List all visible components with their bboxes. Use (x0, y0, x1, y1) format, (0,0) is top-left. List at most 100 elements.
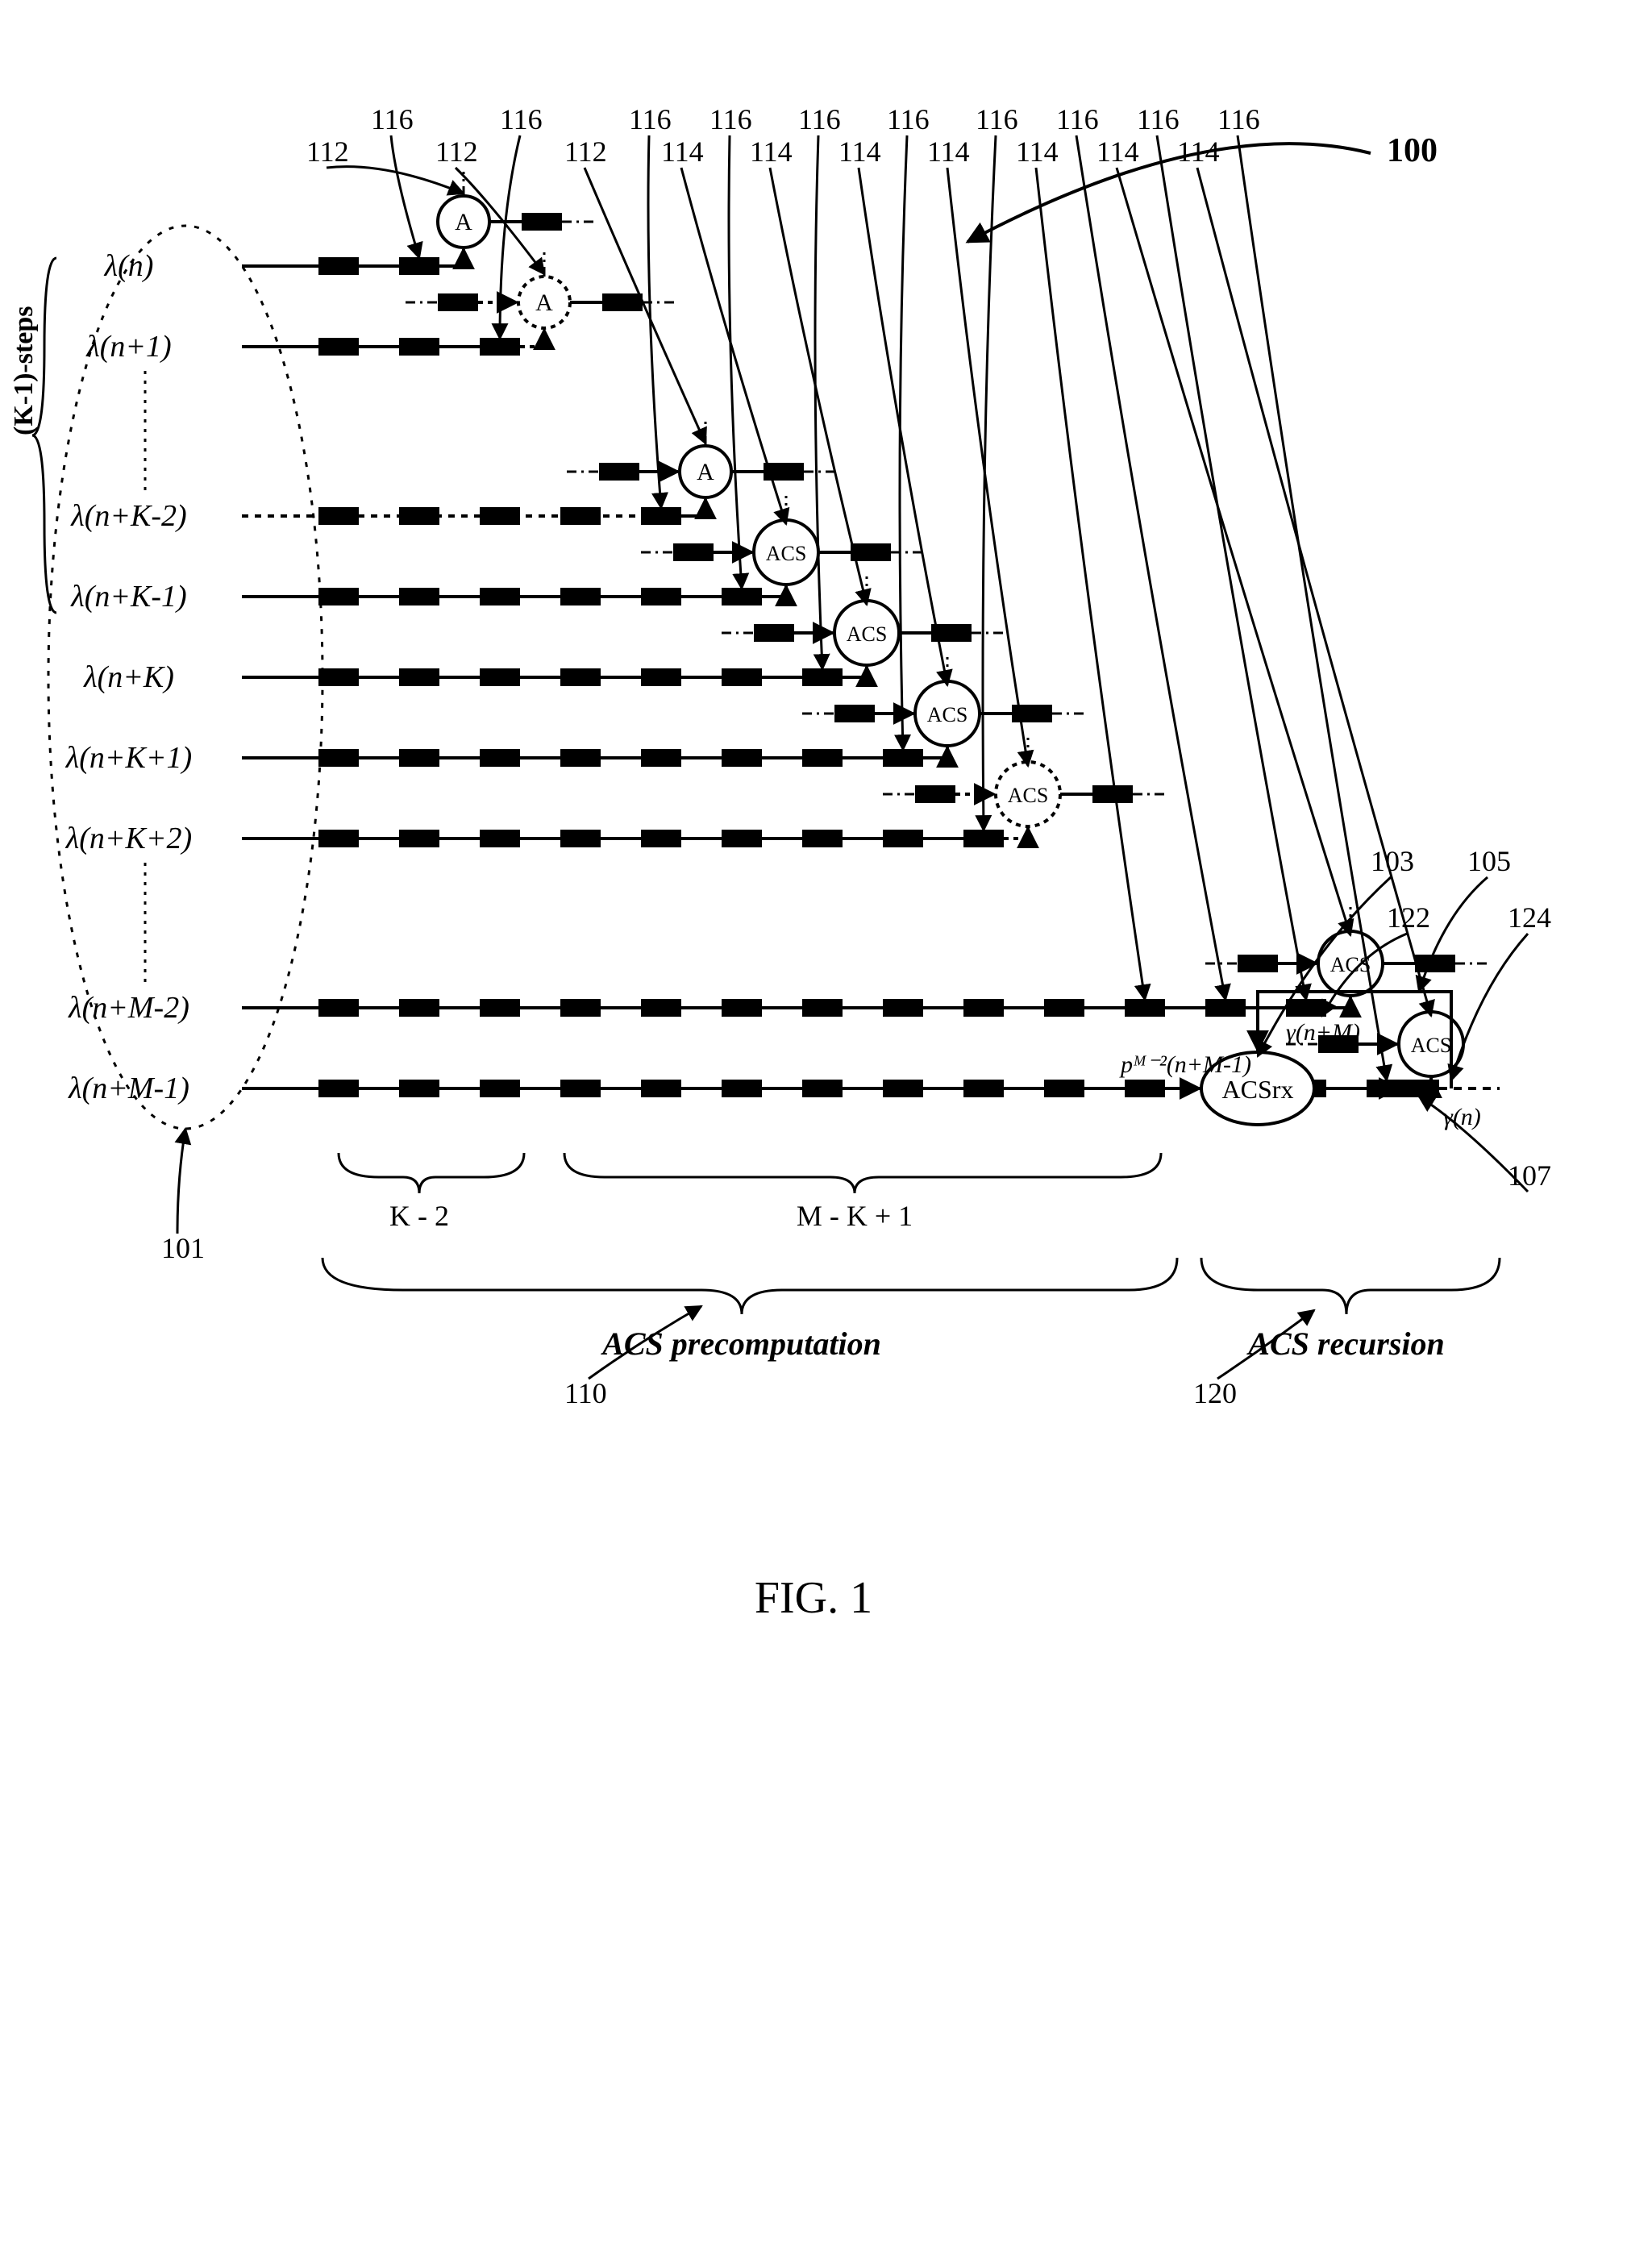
register (1286, 999, 1326, 1017)
node-label: ACS (1411, 1034, 1452, 1057)
register (318, 999, 359, 1017)
input-labels: λ(n)λ(n+1)λ(n+K-2)λ(n+K-1)λ(n+K)λ(n+K+1)… (65, 249, 192, 1105)
ref-110: 110 (564, 1377, 607, 1409)
register (560, 507, 601, 525)
ref-label: 116 (976, 103, 1018, 135)
input-label: λ(n) (104, 249, 154, 283)
register (399, 257, 439, 275)
ref-label: 114 (661, 135, 704, 168)
register (1125, 999, 1165, 1017)
register (641, 999, 681, 1017)
register (963, 999, 1004, 1017)
node-arrows (439, 222, 1431, 1088)
register (722, 588, 762, 605)
register (641, 588, 681, 605)
brace-mk1 (564, 1153, 1161, 1193)
side-label: (K-1)-steps (9, 306, 39, 435)
node-label: A (697, 459, 714, 485)
input-label: λ(n+K) (83, 660, 174, 694)
p-label: pᴹ⁻²(n+M-1) (1119, 1051, 1251, 1078)
register (641, 507, 681, 525)
brace-recursion (1201, 1258, 1500, 1314)
register (399, 1080, 439, 1097)
brace-mk1-label: M - K + 1 (797, 1200, 913, 1232)
register (480, 999, 520, 1017)
brace-precomp (322, 1258, 1177, 1314)
node-label: A (455, 209, 472, 235)
gamma-nm-label: γ(n+M) (1286, 1019, 1360, 1046)
ref-label: 114 (1096, 135, 1139, 168)
register (560, 1080, 601, 1097)
register (883, 1080, 923, 1097)
ref-120: 120 (1193, 1377, 1237, 1409)
register (560, 668, 601, 686)
register (802, 999, 843, 1017)
register (318, 338, 359, 356)
register (560, 830, 601, 847)
brace-k2 (339, 1153, 524, 1193)
register (318, 668, 359, 686)
register (480, 749, 520, 767)
register (480, 507, 520, 525)
ref-label: 114 (1177, 135, 1220, 168)
register (480, 588, 520, 605)
input-label: λ(n+K+1) (65, 741, 192, 775)
register (560, 999, 601, 1017)
node-label: ACS (1008, 784, 1049, 807)
register (722, 749, 762, 767)
register (883, 999, 923, 1017)
ref-label: 112 (435, 135, 478, 168)
register (318, 749, 359, 767)
register (641, 668, 681, 686)
ref-100: 100 (1387, 132, 1438, 169)
recursion-label: ACS recursion (1246, 1325, 1444, 1362)
ref-label: 116 (371, 103, 414, 135)
register (722, 668, 762, 686)
register (641, 1080, 681, 1097)
ref-label: 107 (1508, 1159, 1551, 1192)
register (399, 830, 439, 847)
register (1044, 999, 1084, 1017)
register (399, 999, 439, 1017)
input-label: λ(n+K-2) (70, 499, 186, 533)
ref-label: 124 (1508, 901, 1551, 934)
ref-101: 101 (161, 1232, 205, 1264)
register (318, 507, 359, 525)
ref-label: 116 (1217, 103, 1260, 135)
register (641, 749, 681, 767)
register (318, 257, 359, 275)
register (480, 1080, 520, 1097)
register (802, 668, 843, 686)
ref-label: 122 (1387, 901, 1430, 934)
register (318, 588, 359, 605)
brace-k2-label: K - 2 (389, 1200, 449, 1232)
register (1205, 999, 1246, 1017)
register (318, 830, 359, 847)
register (1044, 1080, 1084, 1097)
figure-label: FIG. 1 (755, 1573, 872, 1623)
register (399, 749, 439, 767)
ref-label: 116 (629, 103, 672, 135)
node-label: ACS (847, 622, 888, 646)
input-label: λ(n+M-2) (68, 991, 189, 1025)
input-label: λ(n+K-1) (70, 580, 186, 614)
leader-lines: 1121161121161121161141161141161141161141… (306, 103, 1551, 1192)
ref-label: 114 (838, 135, 881, 168)
register (318, 1080, 359, 1097)
ref-label: 116 (500, 103, 543, 135)
ref-label: 114 (750, 135, 793, 168)
register (480, 830, 520, 847)
input-label: λ(n+K+2) (65, 822, 192, 855)
ref-label: 116 (1056, 103, 1099, 135)
register (480, 338, 520, 356)
register (802, 1080, 843, 1097)
ref-label: 116 (887, 103, 930, 135)
register (641, 830, 681, 847)
register (722, 999, 762, 1017)
output-register (1399, 1080, 1439, 1097)
ref-label: 103 (1371, 845, 1414, 877)
register (399, 507, 439, 525)
register (399, 338, 439, 356)
register (963, 830, 1004, 847)
register (560, 588, 601, 605)
